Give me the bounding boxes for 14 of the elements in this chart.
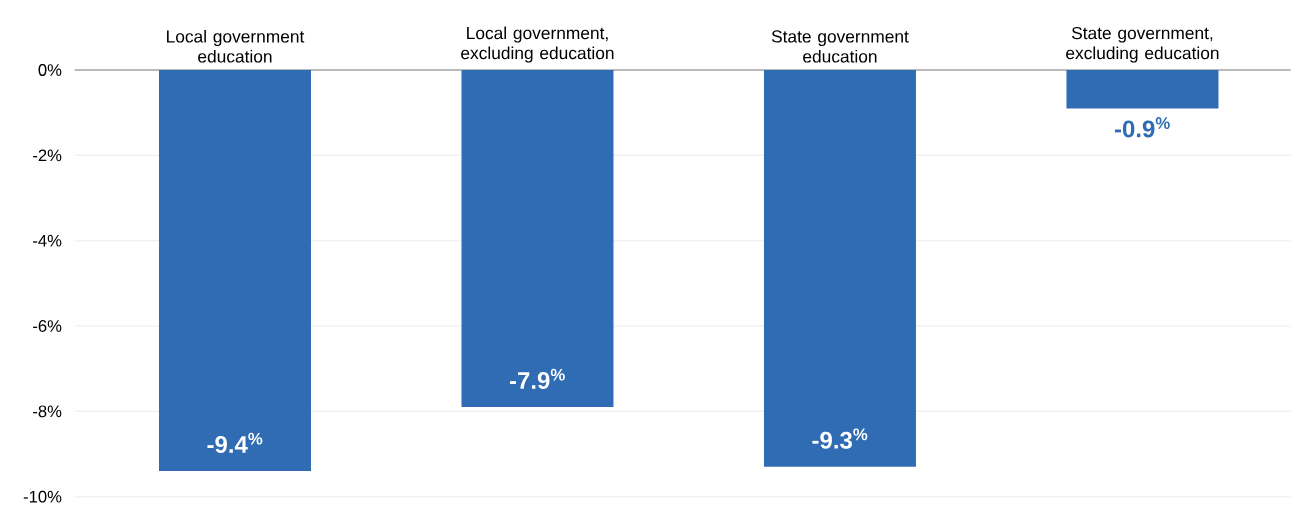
x-tick-label: Local government education — [167, 29, 305, 63]
data-label: -7.9$^{%}$ — [509, 368, 565, 390]
data-label: -9.4$^{%}$ — [207, 432, 263, 454]
x-tick-label: State government, excluding education — [1066, 26, 1219, 63]
y-tick-label: -6% — [33, 320, 62, 332]
y-tick-label: -8% — [33, 405, 62, 418]
y-tick-label: -4% — [33, 234, 62, 247]
x-tick-label: State government education — [771, 30, 909, 63]
data-label: -9.3$^{%}$ — [812, 428, 868, 449]
y-tick-label: -2% — [33, 149, 62, 162]
y-tick-label: -10% — [23, 490, 62, 503]
x-tick-label: Local government, excluding education — [461, 26, 614, 63]
y-tick-label: 0% — [38, 64, 62, 76]
data-label: -0.9$^{%}$ — [1114, 117, 1170, 138]
